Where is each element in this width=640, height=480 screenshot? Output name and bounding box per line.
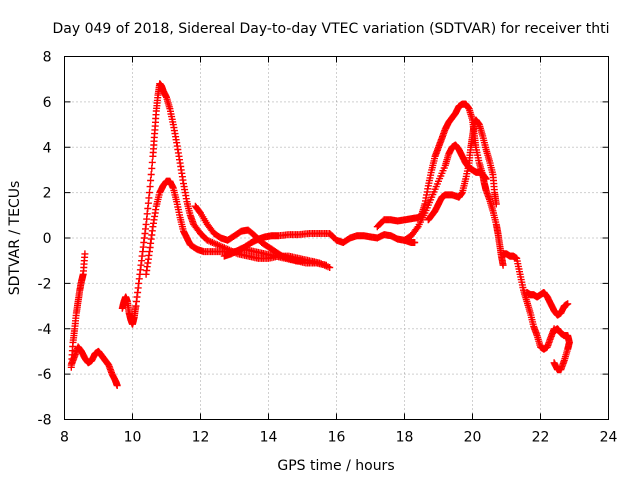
y-axis-label: SDTVAR / TECUs: [7, 181, 23, 296]
series-mid-flat-curve: [220, 230, 419, 260]
series-evening-main-peak: [373, 100, 507, 269]
data-point: [147, 171, 155, 178]
y-tick-label: -4: [38, 322, 52, 338]
data-point: [413, 224, 421, 232]
y-tick-label: 6: [43, 95, 52, 111]
x-tick-label: 10: [124, 430, 142, 446]
series-late-decline: [499, 250, 558, 353]
data-point: [148, 158, 156, 166]
data-point: [113, 382, 121, 389]
x-tick-labels: 8 10 12 14 16 18 20 22 24: [60, 430, 617, 446]
series-evening-secondary-peak: [401, 141, 490, 244]
x-tick-label: 18: [396, 430, 414, 446]
series-early-segment-a: [67, 250, 89, 371]
x-tick-label: 12: [192, 430, 210, 446]
data-point: [299, 257, 306, 265]
y-tick-label: -2: [38, 276, 52, 292]
y-tick-label: 0: [43, 231, 52, 247]
y-tick-labels: -8 -6 -4 -2 0 2 4 6 8: [38, 50, 52, 429]
data-point: [146, 183, 154, 191]
data-points: [67, 80, 573, 389]
data-point: [81, 250, 89, 258]
x-axis-label: GPS time / hours: [277, 458, 394, 474]
data-point: [550, 327, 558, 335]
x-tick-label: 8: [60, 430, 69, 446]
series-evening-low-curve: [424, 116, 500, 224]
x-tick-label: 20: [464, 430, 482, 446]
series-late-plateau: [523, 289, 572, 319]
series-late-low: [550, 325, 573, 374]
y-tick-label: -8: [38, 413, 52, 429]
series-dip-near-10h: [118, 293, 140, 328]
data-point: [499, 261, 507, 269]
x-tick-label: 14: [260, 430, 278, 446]
x-tick-label: 24: [600, 430, 618, 446]
x-tick-label: 22: [532, 430, 550, 446]
data-point: [482, 175, 490, 183]
y-tick-label: 8: [43, 50, 52, 66]
x-tick-label: 16: [328, 430, 346, 446]
data-point: [147, 177, 155, 184]
series-mid-hump-curve: [191, 202, 306, 265]
series-early-segment-b: [67, 343, 121, 389]
data-point: [492, 200, 500, 208]
y-tick-label: -6: [38, 367, 52, 383]
y-tick-label: 2: [43, 186, 52, 202]
data-point: [322, 261, 330, 269]
y-tick-label: 4: [43, 140, 52, 156]
plot-frame: [64, 56, 609, 420]
data-point: [146, 189, 153, 197]
data-point: [564, 300, 572, 308]
data-point: [148, 164, 156, 172]
chart-title: Day 049 of 2018, Sidereal Day-to-day VTE…: [53, 21, 610, 37]
data-point: [411, 239, 419, 246]
